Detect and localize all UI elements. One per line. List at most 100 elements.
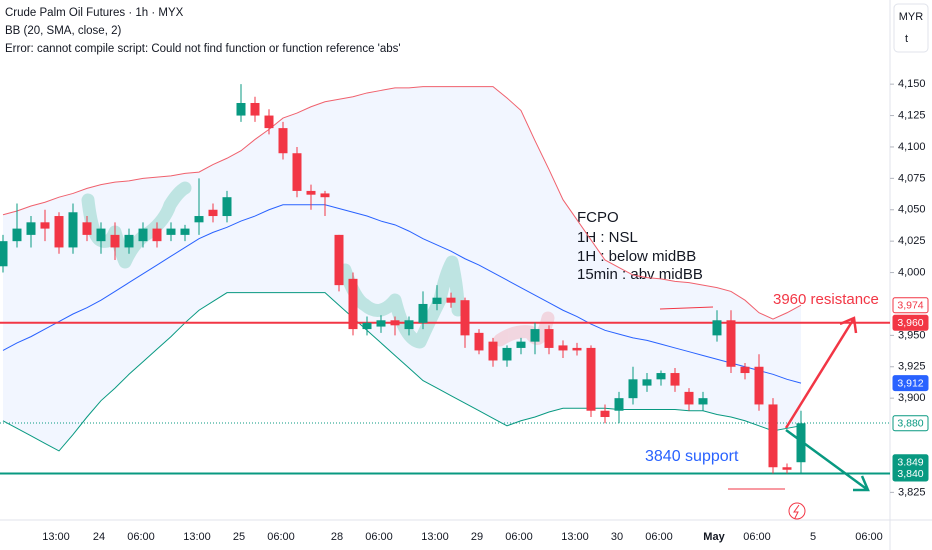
x-tick-label: 13:00 [183, 531, 211, 543]
x-tick-label: 28 [331, 531, 343, 543]
candle-body [138, 228, 148, 242]
annotation: 15min : abv midBB [577, 266, 703, 283]
price-label-box [892, 415, 929, 432]
candle-body [390, 320, 400, 326]
x-tick-label: 06:00 [365, 531, 393, 543]
price-label: 3,974 [897, 299, 923, 311]
indicator: BB (20, SMA, close, 2) [5, 25, 121, 37]
candle-body [628, 379, 638, 399]
candle-body [334, 234, 344, 286]
x-tick-label: 06:00 [855, 531, 883, 543]
candle-body [26, 222, 36, 235]
candle-body [236, 102, 246, 116]
price-label-box [892, 297, 929, 314]
candle-body [194, 216, 204, 223]
x-tick-label: 30 [611, 531, 623, 543]
price-label: 3,912 [897, 377, 923, 389]
y-tick-label: 3,925 [898, 361, 926, 373]
candle-body [110, 234, 120, 248]
title: Crude Palm Oil Futures · 1h · MYX [5, 7, 184, 19]
candle-body [432, 297, 442, 304]
currency: MYR [899, 11, 924, 23]
price-label: 3,880 [897, 418, 923, 430]
candle-body [586, 347, 596, 411]
candle-body [306, 190, 316, 195]
x-tick-label: 06:00 [505, 531, 533, 543]
candle-body [460, 300, 470, 336]
drawing-line [659, 306, 714, 310]
band-line [2, 292, 802, 452]
candle-body [292, 153, 302, 191]
y-tick-label: 3,900 [898, 392, 926, 404]
candle-body [264, 115, 274, 129]
x-tick-label: 13:00 [561, 531, 589, 543]
annotation: 1H : NSL [577, 229, 638, 246]
candle-body [96, 228, 106, 242]
candle-body [250, 102, 260, 116]
price-label: 3,849 [897, 457, 923, 469]
candle-body [54, 216, 64, 248]
event-icon [793, 504, 800, 519]
x-tick-label: 29 [471, 531, 483, 543]
annotation: FCPO [577, 209, 619, 226]
candle-body [502, 347, 512, 361]
y-tick-label: 3,825 [898, 486, 926, 498]
y-tick-label: 4,000 [898, 266, 926, 278]
candle-body [712, 320, 722, 336]
price-label-box [892, 314, 929, 331]
candle-body [754, 366, 764, 405]
candle-body [180, 228, 190, 235]
candle-body [740, 366, 750, 374]
candle-body [40, 222, 50, 229]
candle-body [446, 297, 456, 303]
candle-body [124, 234, 134, 248]
candle-body [166, 228, 176, 235]
y-tick-label: 3,950 [898, 329, 926, 341]
candle-body [782, 467, 792, 470]
annotation: 1H : below midBB [577, 248, 696, 265]
candle-body [0, 241, 8, 267]
x-tick-label: 06:00 [743, 531, 771, 543]
candle-body [600, 410, 610, 418]
x-tick-label: 24 [93, 531, 105, 543]
x-tick-label: 13:00 [42, 531, 70, 543]
candle-body [362, 322, 372, 330]
annotation: 3960 resistance [773, 291, 879, 308]
candle-body [320, 193, 330, 198]
x-tick-label: 06:00 [267, 531, 295, 543]
band-line [2, 204, 802, 384]
candle-body [152, 228, 162, 242]
candle-body [726, 320, 736, 367]
currency-box[interactable] [893, 3, 929, 53]
band-fill [3, 86, 801, 451]
y-tick-label: 4,100 [898, 141, 926, 153]
candle-body [572, 347, 582, 351]
candle-body [348, 278, 358, 330]
candle-body [796, 423, 806, 463]
y-tick-label: 4,025 [898, 235, 926, 247]
candle-body [642, 379, 652, 386]
candle-body [376, 320, 386, 327]
candle-body [558, 345, 568, 351]
candle-body [516, 341, 526, 348]
event-icon[interactable] [788, 502, 806, 520]
currency-sub: t [905, 33, 908, 45]
candle-body [278, 128, 288, 154]
x-tick-label: 5 [810, 531, 816, 543]
candle-body [404, 320, 414, 330]
error: Error: cannot compile script: Could not … [5, 43, 401, 55]
x-tick-label: May [703, 531, 725, 543]
candle-body [614, 398, 624, 411]
price-label: 3,960 [897, 317, 923, 329]
price-label-box [892, 375, 929, 392]
candle-body [474, 332, 484, 351]
candle-body [68, 212, 78, 248]
y-tick-label: 4,050 [898, 204, 926, 216]
x-tick-label: 06:00 [645, 531, 673, 543]
x-tick-label: 06:00 [127, 531, 155, 543]
price-label: 3,840 [897, 468, 923, 480]
band-line [2, 86, 802, 320]
price-label-box [892, 465, 929, 482]
candle-body [684, 391, 694, 405]
